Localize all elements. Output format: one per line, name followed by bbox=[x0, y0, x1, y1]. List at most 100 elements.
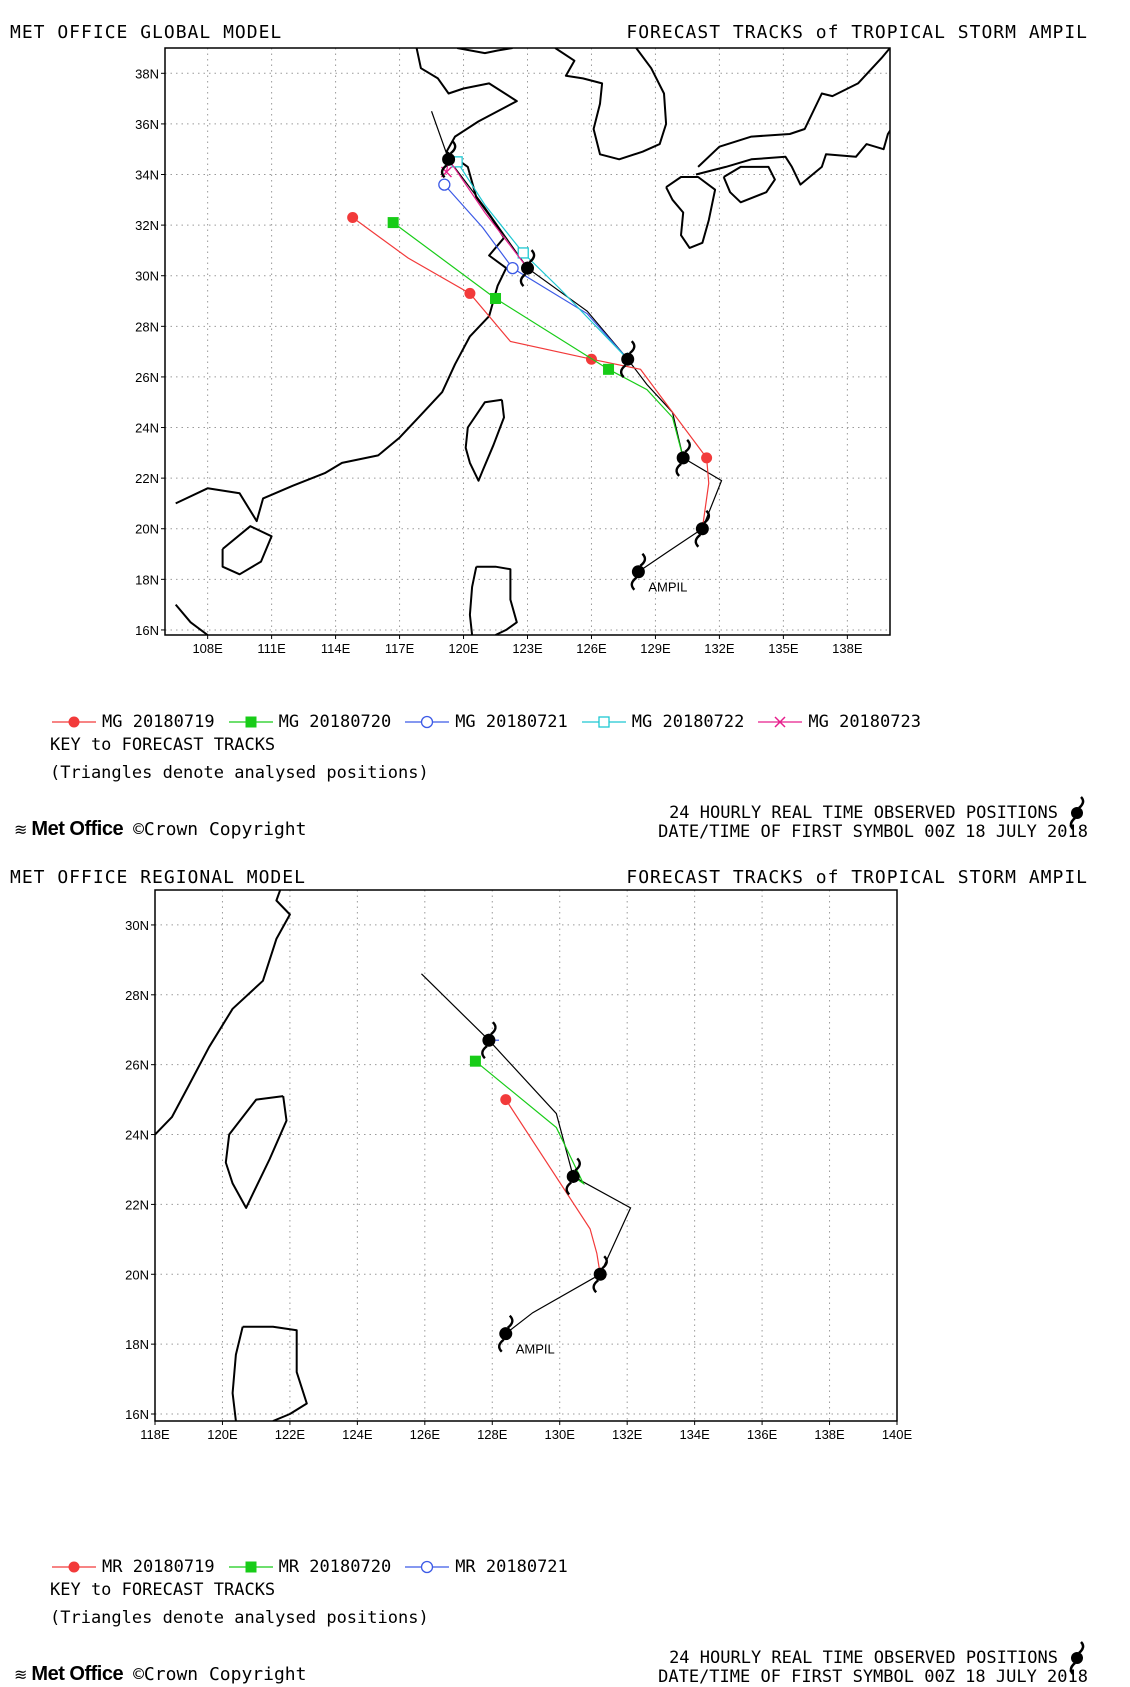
x-tick-label: 128E bbox=[477, 1427, 508, 1442]
coastline bbox=[242, 1325, 308, 1421]
track-point bbox=[774, 716, 786, 728]
coastline bbox=[697, 48, 890, 168]
legend-swatch bbox=[758, 716, 803, 728]
track-point bbox=[421, 715, 434, 729]
track-point bbox=[500, 1094, 512, 1106]
track-point bbox=[245, 716, 257, 728]
x-tick-label: 126E bbox=[410, 1427, 441, 1442]
legend-swatch bbox=[405, 715, 450, 729]
legend-entry: MG 20180720 bbox=[227, 712, 391, 732]
track-point bbox=[245, 1561, 257, 1573]
y-tick-label: 16N bbox=[125, 1407, 149, 1422]
x-tick-label: 111E bbox=[257, 641, 286, 656]
met-office-logo: Met Office bbox=[31, 818, 124, 840]
y-tick-label: 28N bbox=[125, 988, 149, 1003]
grid bbox=[165, 48, 890, 635]
legend-label: MR 20180721 bbox=[455, 1557, 568, 1577]
y-tick-label: 20N bbox=[125, 1267, 149, 1282]
track-point bbox=[464, 287, 476, 299]
legend-swatch bbox=[228, 1561, 273, 1573]
x-tick-label: 138E bbox=[832, 641, 863, 656]
observed-position bbox=[519, 249, 536, 287]
coastline bbox=[224, 1095, 288, 1209]
y-tick-label: 34N bbox=[135, 168, 159, 183]
legend-entry: MG 20180722 bbox=[580, 712, 745, 732]
regional-model-panel: MET OFFICE REGIONAL MODEL FORECAST TRACK… bbox=[0, 845, 1130, 1687]
x-tick-label: 117E bbox=[385, 641, 415, 656]
x-tick-label: 124E bbox=[342, 1427, 373, 1442]
first-symbol-date: DATE/TIME OF FIRST SYMBOL 00Z 18 JULY 20… bbox=[658, 822, 1088, 842]
forecast-title: FORECAST TRACKS of TROPICAL STORM AMPIL bbox=[626, 867, 1088, 888]
x-tick-label: 123E bbox=[512, 641, 543, 656]
global-model-panel: MET OFFICE GLOBAL MODEL FORECAST TRACKS … bbox=[0, 0, 1130, 842]
storm-name-label: AMPIL bbox=[648, 580, 687, 595]
track-map: 108E 111E 114E 117E 120E 123E 126E 129E 132E 135E… bbox=[135, 47, 891, 656]
x-tick-label: 129E bbox=[640, 641, 671, 656]
observed-text: 24 HOURLY REAL TIME OBSERVED POSITIONS bbox=[669, 803, 1058, 823]
analysis-track bbox=[421, 973, 632, 1335]
x-tick-label: 132E bbox=[704, 641, 735, 656]
forecast-track bbox=[445, 157, 528, 269]
legend-label: MG 20180723 bbox=[808, 712, 921, 732]
observed-position bbox=[498, 1314, 514, 1353]
legend-entry: MG 20180719 bbox=[50, 712, 215, 732]
coastline bbox=[174, 603, 209, 635]
x-tick-label: 136E bbox=[747, 1427, 778, 1442]
forecast-title: FORECAST TRACKS of TROPICAL STORM AMPIL bbox=[626, 22, 1088, 43]
legend-label: MG 20180722 bbox=[631, 712, 745, 732]
key-note: (Triangles denote analysed positions) bbox=[50, 1608, 429, 1628]
y-tick-label: 22N bbox=[125, 1197, 149, 1212]
observed-position bbox=[440, 140, 457, 179]
legend-label: MG 20180721 bbox=[455, 712, 568, 732]
legend-swatch bbox=[52, 716, 96, 728]
x-tick-label: 108E bbox=[192, 641, 223, 656]
track-point bbox=[421, 1560, 434, 1574]
coastline bbox=[456, 48, 513, 55]
track-point bbox=[387, 217, 399, 229]
y-tick-label: 26N bbox=[135, 370, 159, 385]
coastlines bbox=[174, 48, 890, 635]
legend-entry: MR 20180721 bbox=[403, 1557, 568, 1577]
coastline bbox=[231, 1326, 244, 1421]
first-symbol-date: DATE/TIME OF FIRST SYMBOL 00Z 18 JULY 20… bbox=[658, 1667, 1088, 1687]
y-tick-label: 32N bbox=[135, 218, 159, 233]
x-tick-label: 120E bbox=[207, 1427, 238, 1442]
legend-entry: MG 20180723 bbox=[756, 712, 921, 732]
key-title: KEY to FORECAST TRACKS bbox=[50, 1580, 276, 1600]
legend: MG 20180719 MG 20180720 MG 20180721 MG 2018… bbox=[50, 712, 933, 734]
y-tick-label: 18N bbox=[125, 1337, 149, 1352]
copyright: ©Crown Copyright bbox=[133, 819, 307, 840]
y-tick-label: 36N bbox=[135, 117, 159, 132]
legend-swatch bbox=[52, 1561, 96, 1573]
model-title: MET OFFICE GLOBAL MODEL bbox=[10, 22, 283, 43]
observed-position bbox=[565, 1157, 581, 1196]
track-point bbox=[598, 716, 610, 728]
analysis-track bbox=[430, 111, 723, 573]
y-tick-label: 26N bbox=[125, 1058, 149, 1073]
y-tick-label: 24N bbox=[135, 421, 159, 436]
y-tick-label: 16N bbox=[135, 623, 159, 638]
met-office-logo-icon: ≋ bbox=[14, 821, 28, 839]
observed-position bbox=[619, 340, 636, 379]
legend-entry: MR 20180720 bbox=[227, 1557, 391, 1577]
key-note: (Triangles denote analysed positions) bbox=[50, 763, 429, 783]
met-office-logo-icon: ≋ bbox=[14, 1666, 28, 1684]
coastline bbox=[464, 398, 505, 482]
x-tick-label: 132E bbox=[612, 1427, 643, 1442]
x-tick-label: 135E bbox=[768, 641, 799, 656]
track-point bbox=[603, 363, 615, 375]
y-tick-label: 28N bbox=[135, 319, 159, 334]
key-title: KEY to FORECAST TRACKS bbox=[50, 735, 276, 755]
coastline bbox=[695, 128, 890, 186]
observed-position bbox=[481, 1021, 497, 1060]
x-tick-label: 120E bbox=[448, 641, 479, 656]
x-tick-label: 134E bbox=[679, 1427, 710, 1442]
x-tick-label: 126E bbox=[576, 641, 607, 656]
observed-position bbox=[630, 552, 647, 591]
coastline bbox=[221, 525, 273, 576]
x-tick-label: 122E bbox=[275, 1427, 306, 1442]
track-point bbox=[490, 292, 502, 304]
x-tick-label: 130E bbox=[545, 1427, 576, 1442]
legend: MR 20180719 MR 20180720 MR 20180721 bbox=[50, 1557, 580, 1579]
observed-position bbox=[592, 1255, 608, 1294]
